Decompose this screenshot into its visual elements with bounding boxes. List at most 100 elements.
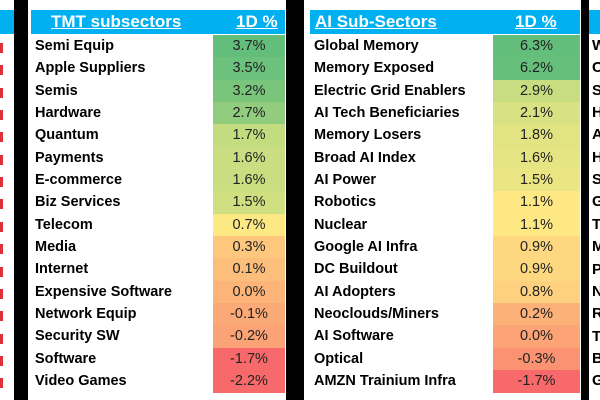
ai-row-value: 1.1%	[493, 213, 580, 237]
ai-row: Memory Losers 1.8%	[310, 124, 580, 148]
right-panel-letter: N	[592, 282, 600, 300]
ai-row: AMZN Trainium Infra -1.7%	[310, 370, 580, 394]
ai-row: DC Buildout 0.9%	[310, 258, 580, 282]
ai-row-name: Google AI Infra	[314, 239, 418, 256]
left-panel-fragment	[0, 355, 3, 366]
separator-left	[14, 0, 28, 400]
ai-row-value: -0.3%	[493, 347, 580, 371]
right-panel-letter: T	[592, 327, 600, 345]
ai-row: AI Power 1.5%	[310, 169, 580, 193]
tmt-row-name: E-commerce	[35, 172, 123, 189]
tmt-row-name: Network Equip	[35, 306, 137, 323]
left-panel-fragment	[0, 43, 3, 53]
right-panel-letter: W	[592, 37, 600, 54]
ai-row: AI Adopters 0.8%	[310, 280, 580, 304]
tmt-row: Semis 3.2%	[31, 79, 285, 103]
tmt-row-value: 3.7%	[213, 35, 285, 58]
ai-row-value: 0.9%	[493, 258, 580, 282]
ai-row-value: 6.3%	[493, 35, 580, 58]
ai-row-name: AI Tech Beneficiaries	[314, 105, 460, 122]
tmt-row-value: 1.6%	[213, 146, 285, 170]
tmt-row-value: 0.7%	[213, 213, 285, 237]
right-panel-letter: R	[592, 305, 600, 323]
ai-row-name: Memory Losers	[314, 127, 422, 144]
tmt-row-name: Quantum	[35, 127, 99, 144]
left-panel-fragment	[0, 333, 3, 344]
left-panel-fragment	[0, 65, 3, 76]
left-panel-fragment	[0, 87, 3, 98]
ai-row-value: 2.9%	[493, 79, 580, 103]
ai-row: Memory Exposed 6.2%	[310, 57, 580, 81]
ai-row-name: DC Buildout	[314, 261, 398, 278]
tmt-row-value: -1.7%	[213, 347, 285, 371]
tmt-row-name: Semis	[35, 82, 78, 99]
right-panel-letter: P	[592, 260, 600, 278]
left-panel-fragment	[0, 288, 3, 299]
ai-row-value: 1.6%	[493, 146, 580, 170]
tmt-header: TMT subsectors 1D %	[31, 10, 285, 34]
tmt-row-value: 1.5%	[213, 191, 285, 215]
left-panel-fragment	[0, 110, 3, 121]
right-panel-letter: S	[592, 81, 600, 99]
right-panel-letter: A	[592, 126, 600, 144]
ai-row: AI Software 0.0%	[310, 325, 580, 349]
ai-row-value: 0.2%	[493, 303, 580, 327]
tmt-title: TMT subsectors	[51, 12, 182, 31]
tmt-row-value: -0.1%	[213, 303, 285, 327]
right-panel-header-sliver	[589, 10, 600, 34]
ai-row-value: 1.5%	[493, 169, 580, 193]
ai-row-name: Broad AI Index	[314, 149, 416, 166]
tmt-row-name: Telecom	[35, 216, 93, 233]
left-panel-fragment	[0, 132, 3, 143]
tmt-row-value: 1.7%	[213, 124, 285, 148]
tmt-row-name: Hardware	[35, 105, 102, 122]
right-panel-letter: G	[592, 372, 600, 390]
separator-middle	[286, 0, 304, 400]
right-panel-letter: B	[592, 349, 600, 367]
left-panel-fragment	[0, 311, 3, 322]
left-panel-fragment	[0, 244, 3, 255]
ai-row-value: 1.8%	[493, 124, 580, 148]
tmt-row-value: 0.1%	[213, 258, 285, 282]
ai-row-value: 6.2%	[493, 57, 580, 81]
tmt-row: Hardware 2.7%	[31, 102, 285, 126]
tmt-row: Expensive Software 0.0%	[31, 280, 285, 304]
tmt-row: Semi Equip 3.7%	[31, 35, 285, 58]
tmt-row-value: 1.6%	[213, 169, 285, 193]
tmt-row: E-commerce 1.6%	[31, 169, 285, 193]
left-panel-fragment	[0, 199, 3, 210]
tmt-row-value: 3.5%	[213, 57, 285, 81]
tmt-row-value: 3.2%	[213, 79, 285, 103]
right-panel-letter: M	[592, 238, 600, 256]
ai-row-value: 0.9%	[493, 236, 580, 260]
ai-row-name: AI Software	[314, 328, 394, 345]
tmt-row: Internet 0.1%	[31, 258, 285, 282]
right-panel-letter: H	[592, 148, 600, 166]
tmt-row-value: 0.3%	[213, 236, 285, 260]
ai-row-name: Memory Exposed	[314, 60, 435, 77]
ai-row-value: 2.1%	[493, 102, 580, 126]
tmt-row-name: Apple Suppliers	[35, 60, 146, 77]
tmt-row: Network Equip -0.1%	[31, 303, 285, 327]
ai-row: Electric Grid Enablers 2.9%	[310, 79, 580, 103]
ai-row: Google AI Infra 0.9%	[310, 236, 580, 260]
left-panel-fragment	[0, 378, 3, 389]
ai-row: Broad AI Index 1.6%	[310, 146, 580, 170]
right-panel-letter: G	[592, 193, 600, 211]
ai-value-header: 1D %	[515, 12, 557, 31]
left-panel-fragment	[0, 266, 3, 277]
ai-row: AI Tech Beneficiaries 2.1%	[310, 102, 580, 126]
right-panel-letter: C	[592, 59, 600, 77]
tmt-value-header: 1D %	[236, 12, 278, 31]
ai-row-name: Electric Grid Enablers	[314, 82, 466, 99]
ai-header: AI Sub-Sectors 1D %	[310, 10, 580, 34]
tmt-table: Semi Equip 3.7% Apple Suppliers 3.5% Semis 3.…	[31, 35, 285, 394]
tmt-row-name: Expensive Software	[35, 283, 172, 300]
tmt-row: Video Games -2.2%	[31, 370, 285, 394]
tmt-row: Quantum 1.7%	[31, 124, 285, 148]
ai-row-value: -1.7%	[493, 370, 580, 394]
tmt-row-name: Security SW	[35, 328, 120, 345]
ai-row-name: Nuclear	[314, 216, 368, 233]
ai-row: Robotics 1.1%	[310, 191, 580, 215]
tmt-row: Payments 1.6%	[31, 146, 285, 170]
